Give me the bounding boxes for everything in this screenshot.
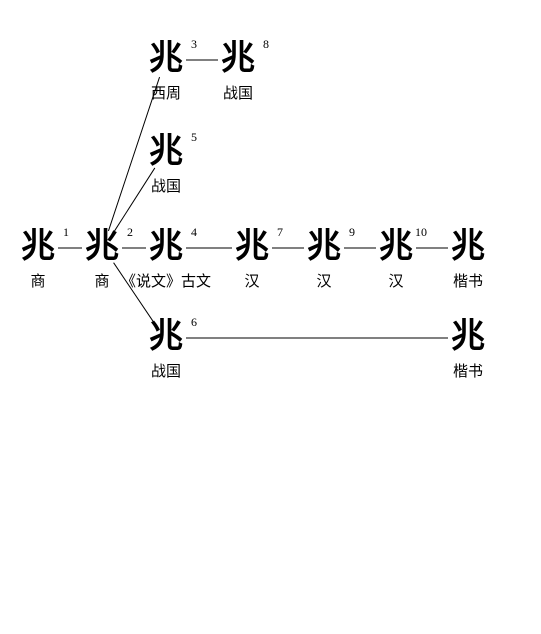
glyph: 兆: [451, 230, 485, 264]
glyph-node-n10: 兆10 汉: [366, 230, 426, 291]
glyph-label: 汉: [388, 270, 403, 291]
glyph-label: 楷书: [453, 270, 483, 291]
glyph: 兆2: [85, 230, 119, 264]
glyph-superscript: 6: [191, 316, 197, 328]
glyph-node-n5: 兆5 战国: [136, 135, 196, 196]
glyph-label: 西周: [151, 82, 181, 103]
glyph: 兆4: [149, 230, 183, 264]
glyph-label: 商: [30, 270, 45, 291]
glyph-node-n7: 兆7 汉: [222, 230, 282, 291]
glyph-node-n6: 兆6 战国: [136, 320, 196, 381]
glyph-label: 战国: [223, 82, 253, 103]
glyph: 兆6: [149, 320, 183, 354]
glyph: 兆3: [149, 42, 183, 76]
glyph-label: 汉: [316, 270, 331, 291]
glyph: 兆: [451, 320, 485, 354]
glyph-label: 楷书: [453, 360, 483, 381]
glyph: 兆5: [149, 135, 183, 169]
glyph: 兆1: [21, 230, 55, 264]
glyph-label: 《说文》古文: [121, 270, 211, 291]
glyph: 兆8: [221, 42, 255, 76]
glyph: 兆7: [235, 230, 269, 264]
glyph-node-nK2: 兆楷书: [438, 320, 498, 381]
glyph-node-n4: 兆4《说文》古文: [136, 230, 196, 291]
glyph-superscript: 10: [415, 226, 427, 238]
glyph-label: 战国: [151, 175, 181, 196]
glyph-superscript: 5: [191, 131, 197, 143]
glyph-node-n3: 兆3 西周: [136, 42, 196, 103]
glyph-node-n8: 兆8 战国: [208, 42, 268, 103]
glyph-superscript: 4: [191, 226, 197, 238]
glyph-node-n1: 兆1 商: [8, 230, 68, 291]
glyph-superscript: 8: [263, 38, 269, 50]
glyph-label: 汉: [244, 270, 259, 291]
glyph-node-nK1: 兆楷书: [438, 230, 498, 291]
glyph: 兆10: [379, 230, 413, 264]
glyph-superscript: 9: [349, 226, 355, 238]
glyph-label: 战国: [151, 360, 181, 381]
edge-layer: [0, 0, 541, 634]
glyph-superscript: 3: [191, 38, 197, 50]
glyph-superscript: 1: [63, 226, 69, 238]
glyph-node-n9: 兆9 汉: [294, 230, 354, 291]
glyph-superscript: 7: [277, 226, 283, 238]
glyph: 兆9: [307, 230, 341, 264]
glyph-label: 商: [94, 270, 109, 291]
glyph-superscript: 2: [127, 226, 133, 238]
